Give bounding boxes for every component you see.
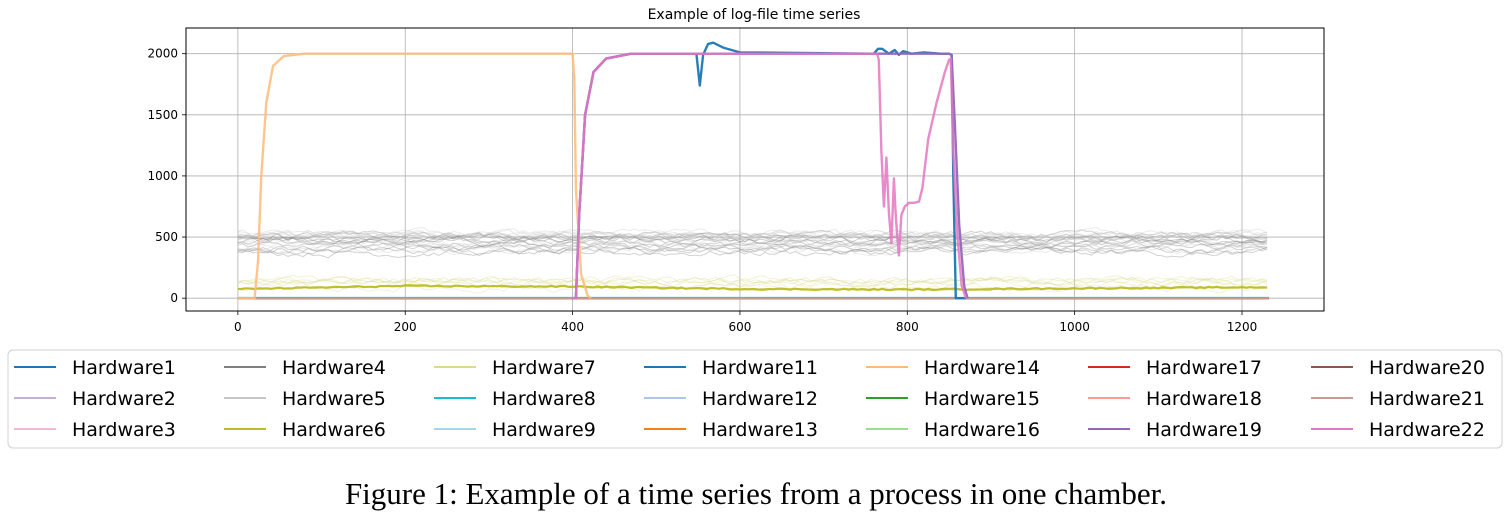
series-line-hardware5 [237, 227, 1268, 241]
x-tick-label: 1000 [1059, 320, 1090, 334]
series-line-hardware5 [237, 228, 1268, 242]
series-line-hardware5 [237, 226, 1268, 241]
legend-label-hardware9: Hardware9 [492, 419, 596, 441]
chart-title: Example of log-file time series [648, 7, 861, 23]
legend-label-hardware5: Hardware5 [282, 388, 386, 410]
series-line-hardware4 [237, 236, 1268, 249]
y-tick-label: 500 [155, 230, 178, 244]
legend-label-hardware16: Hardware16 [924, 419, 1040, 441]
legend-label-hardware17: Hardware17 [1146, 357, 1262, 379]
series-line-hardware22 [572, 52, 968, 300]
x-tick-label: 0 [234, 320, 242, 334]
series-line-hardware5 [237, 230, 1268, 243]
x-tick-label: 200 [394, 320, 417, 334]
y-tick-label: 2000 [147, 47, 178, 61]
series-line-hardware4 [237, 229, 1268, 244]
series-line-hardware4 [237, 240, 1268, 254]
series-line-hardware4 [237, 237, 1268, 252]
series-line-hardware5 [237, 243, 1268, 257]
x-tick-label: 800 [896, 320, 919, 334]
series-line-hardware7 [237, 274, 1268, 288]
x-tick-label: 1200 [1227, 320, 1258, 334]
series-line-hardware6 [237, 284, 1268, 291]
legend-label-hardware19: Hardware19 [1146, 419, 1262, 441]
legend-label-hardware14: Hardware14 [924, 357, 1040, 379]
series-line-hardware5 [237, 228, 1268, 240]
legend-frame [7, 349, 1503, 449]
legend-label-hardware13: Hardware13 [702, 419, 818, 441]
series-layer [237, 41, 1269, 300]
series-line-hardware4 [237, 231, 1268, 244]
plot-frame [185, 27, 1325, 312]
series-line-hardware4 [237, 235, 1268, 250]
legend-label-hardware22: Hardware22 [1369, 419, 1485, 441]
series-line-hardware4 [237, 243, 1268, 256]
legend: Hardware1 Hardware2 Hardware3 Hardware4 Hard… [7, 349, 1503, 449]
series-line-hardware4 [237, 232, 1268, 245]
legend-label-hardware18: Hardware18 [1146, 388, 1262, 410]
legend-label-hardware21: Hardware21 [1369, 388, 1485, 410]
y-tick-label: 1000 [147, 169, 178, 183]
chart: Example of log-file time series 0 200 400 6… [7, 7, 1503, 449]
legend-label-hardware8: Hardware8 [492, 388, 596, 410]
series-line-hardware7 [237, 274, 1268, 287]
series-line-hardware4 [237, 242, 1268, 256]
legend-label-hardware2: Hardware2 [72, 388, 176, 410]
series-line-hardware5 [237, 237, 1268, 250]
series-line-hardware4 [237, 233, 1268, 246]
x-tick-label: 600 [728, 320, 751, 334]
series-line-hardware14 [237, 52, 592, 300]
legend-label-hardware11: Hardware11 [702, 357, 818, 379]
series-line-hardware5 [237, 229, 1268, 243]
legend-label-hardware15: Hardware15 [924, 388, 1040, 410]
figure-caption: Figure 1: Example of a time series from … [344, 476, 1168, 511]
series-line-hardware5 [237, 239, 1268, 252]
series-line-hardware5 [237, 237, 1268, 251]
series-line-hardware4 [237, 245, 1268, 259]
y-tick-label: 0 [170, 291, 178, 305]
legend-label-hardware12: Hardware12 [702, 388, 818, 410]
series-line-hardware4 [237, 229, 1268, 242]
legend-label-hardware7: Hardware7 [492, 357, 596, 379]
y-tick-label: 1500 [147, 108, 178, 122]
legend-label-hardware4: Hardware4 [282, 357, 386, 379]
series-line-hardware7 [237, 275, 1268, 289]
legend-label-hardware20: Hardware20 [1369, 357, 1485, 379]
axis-ticks: 0 200 400 600 800 1000 1200 0 500 1000 1500 2000 [147, 47, 1257, 334]
plot-background [186, 28, 1324, 311]
series-line-hardware7 [237, 276, 1268, 290]
legend-label-hardware1: Hardware1 [72, 357, 176, 379]
legend-label-hardware3: Hardware3 [72, 419, 176, 441]
legend-label-hardware6: Hardware6 [282, 419, 386, 441]
x-tick-label: 400 [561, 320, 584, 334]
series-line-hardware7 [237, 276, 1268, 288]
